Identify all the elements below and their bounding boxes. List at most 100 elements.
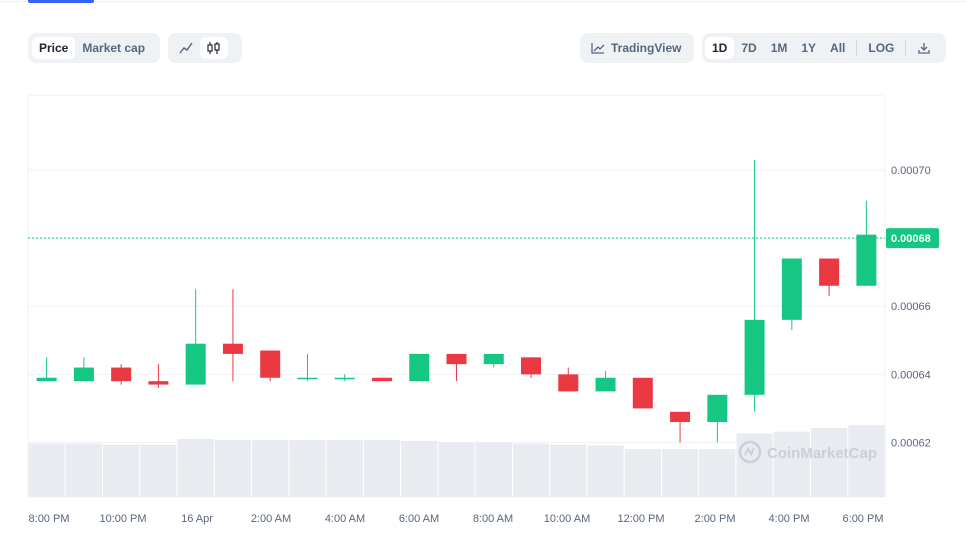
- candle: [595, 370, 616, 392]
- candle: [36, 357, 57, 382]
- tab-market-cap[interactable]: Market cap: [82, 41, 146, 55]
- candle: [781, 258, 802, 331]
- candle-body: [558, 374, 579, 392]
- current-price-tag: [886, 228, 939, 249]
- toolbar-separator: [856, 40, 858, 56]
- watermark: CoinMarketCap: [738, 440, 877, 464]
- y-tick-label: 0.00070: [891, 165, 931, 177]
- candle-body: [73, 367, 94, 382]
- x-tick-label: 8:00 PM: [29, 513, 70, 525]
- candle-body: [185, 343, 206, 385]
- candle-body: [595, 377, 616, 392]
- tradingview-chart-icon: [591, 43, 605, 54]
- x-tick-label: 6:00 AM: [399, 513, 439, 525]
- candle: [819, 258, 840, 296]
- volume-bar: [326, 439, 363, 497]
- toolbar-separator: [905, 40, 907, 56]
- volume-bar: [661, 449, 699, 497]
- volume-bar: [848, 425, 885, 497]
- volume-bar: [65, 443, 103, 497]
- current-price-label: 0.00068: [891, 233, 931, 245]
- volume-bar: [512, 443, 550, 497]
- volume-bar: [214, 439, 252, 497]
- candle: [297, 353, 318, 382]
- candle-body: [521, 357, 542, 375]
- range-1y-button[interactable]: 1Y: [801, 41, 817, 55]
- candlestick-icon: [207, 42, 220, 54]
- volume-bar: [773, 431, 810, 497]
- candle: [73, 357, 94, 382]
- range-7d-button[interactable]: 7D: [741, 41, 757, 55]
- x-tick-label: 16 Apr: [181, 513, 213, 525]
- candle: [148, 364, 169, 388]
- x-tick-label: 8:00 AM: [473, 513, 513, 525]
- volume-bar: [363, 439, 401, 497]
- candle-body: [707, 394, 728, 423]
- range-1d-button[interactable]: 1D: [705, 37, 735, 59]
- line-chart-button[interactable]: [172, 37, 200, 59]
- candle-body: [670, 411, 691, 423]
- candle: [260, 350, 281, 382]
- candle: [446, 353, 467, 382]
- range-all-button[interactable]: All: [830, 41, 846, 55]
- candle-body: [781, 258, 802, 320]
- tradingview-label: TradingView: [611, 41, 682, 55]
- candlestick-button[interactable]: [200, 37, 228, 59]
- volume-bar: [699, 449, 736, 497]
- candle: [632, 377, 653, 409]
- candle-body: [36, 377, 57, 382]
- candle: [521, 357, 542, 378]
- volume-bar: [550, 444, 587, 497]
- line-chart-icon: [179, 42, 193, 54]
- tradingview-button[interactable]: TradingView: [584, 37, 688, 59]
- candle-body: [111, 367, 132, 382]
- candle-body: [409, 353, 430, 382]
- tab-price[interactable]: Price: [32, 37, 76, 59]
- candle-body: [744, 319, 765, 395]
- volume-bar: [810, 428, 848, 497]
- tradingview-toggle: TradingView: [580, 33, 694, 63]
- x-tick-label: 2:00 PM: [695, 513, 736, 525]
- candle-body: [483, 353, 504, 365]
- candle-body: [222, 343, 243, 354]
- candle: [111, 364, 132, 385]
- volume-bar: [475, 442, 512, 497]
- candle-body: [856, 234, 877, 286]
- candle: [856, 200, 877, 286]
- x-tick-label: 10:00 PM: [99, 513, 146, 525]
- volume-bar: [103, 444, 140, 497]
- volume-bar: [140, 444, 177, 497]
- volume-bar: [624, 449, 661, 497]
- x-axis: 8:00 PM 10:00 PM 16 Apr 2:00 AM 4:00 AM 6:00 …: [29, 513, 884, 525]
- candle-body: [297, 377, 318, 380]
- x-tick-label: 4:00 PM: [769, 513, 810, 525]
- candle-body: [334, 377, 355, 380]
- candle: [483, 353, 504, 368]
- candle-body: [371, 377, 392, 382]
- volume-bar: [401, 440, 438, 497]
- chart-type-toggle: [168, 33, 242, 63]
- price-marketcap-toggle: Price Market cap: [28, 33, 160, 63]
- candle-body: [260, 350, 281, 378]
- volume-bar: [289, 439, 326, 497]
- current-price-line: 0.00068: [28, 228, 939, 249]
- download-button[interactable]: [910, 37, 938, 59]
- y-tick-label: 0.00066: [891, 301, 931, 313]
- time-range-toggle: 1D 7D 1M 1Y All LOG: [702, 33, 946, 63]
- range-1m-button[interactable]: 1M: [770, 41, 788, 55]
- volume-bar: [177, 439, 214, 497]
- log-scale-button[interactable]: LOG: [868, 41, 895, 55]
- candle: [670, 411, 691, 443]
- y-tick-label: 0.00064: [891, 369, 931, 381]
- watermark-text: CoinMarketCap: [767, 445, 877, 462]
- y-axis: 0.00062 0.00064 0.00066 0.00070: [891, 165, 931, 450]
- active-section-indicator: [28, 0, 94, 3]
- candle: [334, 374, 355, 382]
- x-tick-label: 2:00 AM: [251, 513, 291, 525]
- x-tick-label: 10:00 AM: [544, 513, 590, 525]
- candle: [409, 353, 430, 382]
- candle-body: [632, 377, 653, 409]
- candle-body: [819, 258, 840, 286]
- download-icon: [918, 43, 931, 54]
